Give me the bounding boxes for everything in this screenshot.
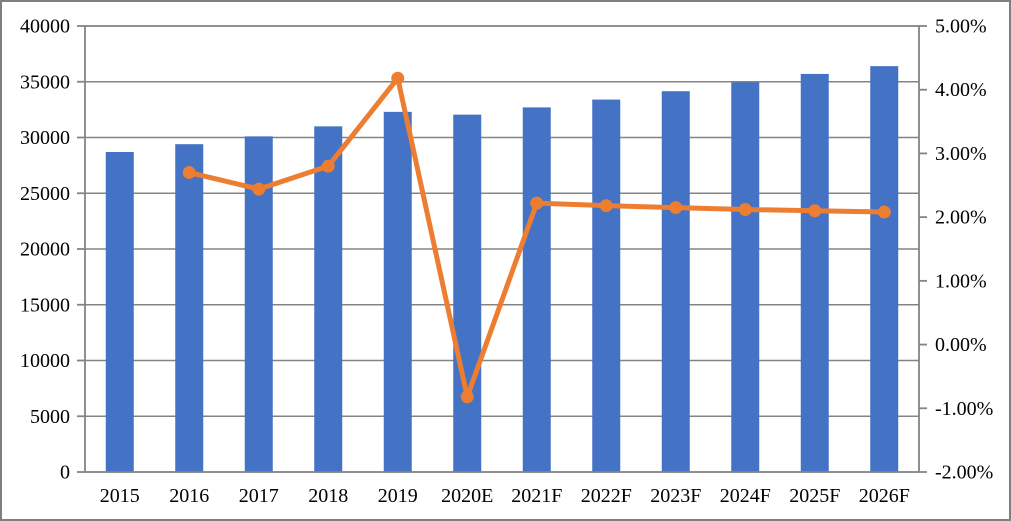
growth-marker-2017 — [252, 182, 266, 196]
right-axis-tick-label: 2.00% — [935, 207, 987, 229]
x-axis-category-label: 2026F — [859, 485, 910, 507]
x-axis-category-label: 2022F — [581, 485, 632, 507]
left-axis-tick-label: 20000 — [20, 239, 70, 261]
x-axis-category-label: 2024F — [720, 485, 771, 507]
bar-2023F — [661, 91, 690, 472]
growth-marker-2019 — [391, 71, 405, 85]
right-axis-tick-label: 4.00% — [935, 79, 987, 101]
right-axis-tick-label: -1.00% — [935, 398, 993, 420]
bar-2021F — [522, 107, 551, 473]
bar-2016 — [175, 144, 204, 472]
right-axis-tick-label: -2.00% — [935, 462, 993, 484]
bar-2015 — [105, 151, 134, 472]
right-axis-tick-label: 5.00% — [935, 16, 987, 38]
bar-2018 — [314, 126, 343, 472]
bar-series — [105, 66, 899, 473]
growth-marker-2022F — [599, 199, 613, 213]
left-axis-tick-label: 35000 — [20, 71, 70, 93]
left-axis-tick-label: 10000 — [20, 350, 70, 372]
left-axis-tick-label: 5000 — [30, 406, 70, 428]
growth-marker-2024F — [738, 202, 752, 216]
bar-2024F — [731, 82, 760, 473]
growth-marker-2016 — [182, 166, 196, 180]
x-axis-category-label: 2016 — [169, 485, 209, 507]
x-axis-category-label: 2018 — [308, 485, 348, 507]
x-axis-category-label: 2023F — [650, 485, 701, 507]
right-axis-tick-label: 3.00% — [935, 143, 987, 165]
bar-2020E — [453, 114, 482, 472]
gridlines — [85, 80, 919, 418]
bar-2025F — [800, 73, 829, 472]
line-series — [182, 71, 891, 404]
x-axis-category-label: 2021F — [511, 485, 562, 507]
axes — [77, 25, 927, 473]
bar-2026F — [870, 66, 899, 472]
bar-2022F — [592, 99, 621, 472]
x-axis-category-label: 2017 — [239, 485, 279, 507]
x-axis-category-label: 2019 — [378, 485, 418, 507]
growth-marker-2025F — [808, 204, 822, 218]
growth-marker-2021F — [530, 196, 544, 210]
growth-marker-2020E — [460, 390, 474, 404]
left-axis-tick-label: 40000 — [20, 16, 70, 38]
growth-marker-2026F — [877, 205, 891, 219]
left-axis-tick-label: 30000 — [20, 127, 70, 149]
left-axis-tick-label: 15000 — [20, 294, 70, 316]
growth-marker-2018 — [321, 159, 335, 173]
x-axis-category-label: 2020E — [441, 485, 493, 507]
growth-marker-2023F — [669, 201, 683, 215]
left-axis-tick-label: 0 — [60, 462, 70, 484]
left-axis-tick-label: 25000 — [20, 183, 70, 205]
right-axis-tick-label: 1.00% — [935, 270, 987, 292]
right-axis-tick-label: 0.00% — [935, 334, 987, 356]
bar-2019 — [383, 111, 412, 472]
x-axis-category-label: 2015 — [100, 485, 140, 507]
x-axis-category-label: 2025F — [789, 485, 840, 507]
axis-labels: 0 5000 10000 15000 20000 25000 30000 35000 40000… — [20, 16, 993, 508]
